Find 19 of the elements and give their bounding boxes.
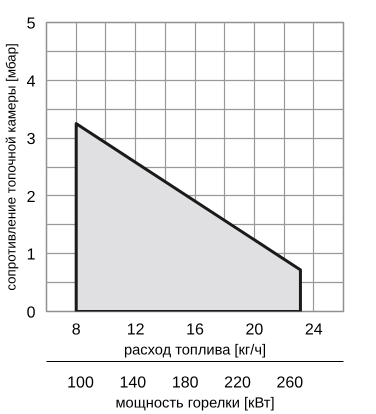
x-tick-label: 8: [72, 322, 81, 338]
x-tick-label: 20: [246, 322, 264, 338]
x2-tick-label: 140: [120, 374, 146, 392]
x2-tick-label: 260: [276, 374, 304, 392]
y-axis-title: сопротивление топочной камеры [мбар]: [4, 43, 19, 291]
y-tick-label: 4: [26, 73, 36, 90]
y-tick-label: 2: [26, 188, 36, 206]
x2-tick-label: 100: [67, 374, 94, 392]
y-tick-label: 3: [26, 131, 36, 148]
x-tick-label: 16: [186, 322, 204, 338]
x-tick-label: 12: [126, 322, 145, 338]
x2-tick-label: 220: [224, 374, 251, 392]
y-tick-label: 1: [26, 246, 36, 264]
x-tick-label: 24: [304, 322, 323, 338]
x2-axis-title: мощность горелки [кВт]: [115, 396, 275, 412]
x-axis-title: расход топлива [кг/ч]: [124, 342, 266, 358]
x2-tick-label: 180: [172, 374, 199, 392]
y-tick-label: 0: [26, 304, 36, 322]
y-tick-label: 5: [26, 16, 36, 32]
